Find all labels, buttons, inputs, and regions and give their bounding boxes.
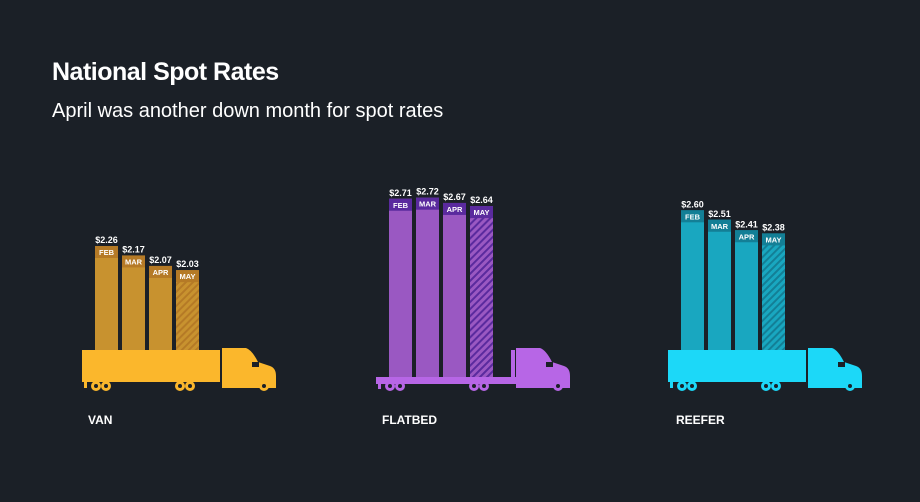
month-label: FEB xyxy=(393,201,409,210)
truck-icon xyxy=(82,348,276,391)
category-label-flatbed: FLATBED xyxy=(382,413,438,427)
month-strip xyxy=(176,270,199,283)
month-label: APR xyxy=(447,205,463,214)
month-strip xyxy=(681,210,704,223)
value-label: $2.51 xyxy=(708,209,731,219)
month-label: MAY xyxy=(766,235,782,244)
value-label: $2.07 xyxy=(149,255,172,265)
bar-may xyxy=(176,270,199,350)
month-label: MAY xyxy=(180,272,196,281)
month-label: FEB xyxy=(685,212,701,221)
value-label: $2.64 xyxy=(470,195,493,205)
month-strip xyxy=(95,246,118,258)
value-label: $2.60 xyxy=(681,199,704,209)
value-label: $2.71 xyxy=(389,188,412,198)
month-label: MAR xyxy=(711,222,729,231)
month-strip xyxy=(735,230,758,243)
bar-feb xyxy=(681,210,704,350)
value-label: $2.17 xyxy=(122,244,145,254)
bar-mar xyxy=(708,219,731,350)
month-strip xyxy=(389,198,412,211)
bar-feb xyxy=(95,246,118,350)
group-reefer: FEB $2.60 MAR $2.51 APR $2.41 MAY $2.38 xyxy=(668,199,862,391)
value-label: $2.72 xyxy=(416,187,439,197)
truck-icon xyxy=(668,348,862,391)
bar-may xyxy=(762,233,785,350)
truck-icon xyxy=(376,348,570,391)
value-label: $2.41 xyxy=(735,219,758,229)
month-label: MAR xyxy=(125,257,143,266)
month-strip xyxy=(762,233,785,246)
value-label: $2.38 xyxy=(762,222,785,232)
month-label: APR xyxy=(739,232,755,241)
group-flatbed: FEB $2.71 MAR $2.72 APR $2.67 MAY $2.64 xyxy=(376,187,570,391)
page-subtitle: April was another down month for spot ra… xyxy=(52,100,444,122)
value-label: $2.26 xyxy=(95,235,118,245)
month-strip xyxy=(708,219,731,232)
value-label: $2.03 xyxy=(176,259,199,269)
month-strip xyxy=(443,202,466,215)
bar-may xyxy=(470,206,493,378)
page-title: National Spot Rates xyxy=(52,58,279,86)
category-label-reefer: REEFER xyxy=(676,413,725,427)
bar-apr xyxy=(443,202,466,378)
month-strip xyxy=(122,255,145,268)
bar-mar xyxy=(416,197,439,378)
month-strip xyxy=(416,197,439,210)
month-label: APR xyxy=(153,268,169,277)
month-label: FEB xyxy=(99,248,115,257)
month-label: MAY xyxy=(474,208,490,217)
month-strip xyxy=(470,206,493,219)
bar-mar xyxy=(122,255,145,350)
month-strip xyxy=(149,265,172,278)
value-label: $2.67 xyxy=(443,192,466,202)
bar-feb xyxy=(389,198,412,378)
month-label: MAR xyxy=(419,200,437,209)
bar-apr xyxy=(149,265,172,350)
category-label-van: VAN xyxy=(88,413,113,427)
group-van: FEB $2.26 MAR $2.17 APR $2.07 MAY $2.03 xyxy=(82,235,276,391)
bar-apr xyxy=(735,230,758,350)
